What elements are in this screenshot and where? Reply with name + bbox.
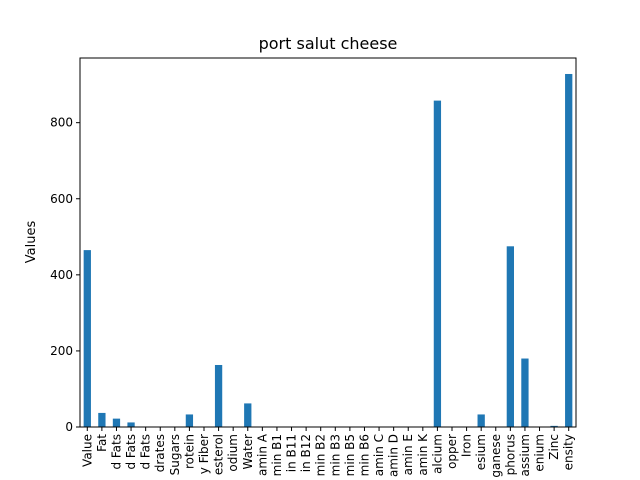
x-tick-label-23: amin K [416, 433, 430, 476]
x-tick-label-24: alcium [430, 434, 444, 474]
x-tick-label-2: d Fats [109, 434, 123, 470]
bar-24 [433, 100, 442, 428]
x-tick-label-28: ganese [489, 434, 503, 478]
bar-9 [214, 364, 223, 427]
x-tick-label-19: min B6 [357, 434, 371, 476]
y-tick-label-1: 200 [50, 344, 73, 358]
x-tick-label-30: assium [518, 434, 532, 477]
x-tick-label-13: min B1 [270, 434, 284, 476]
x-axis: Value Fat d Fats d Fats d Fats drates Sugars ro… [80, 427, 576, 478]
chart-title: port salut cheese [259, 34, 398, 53]
x-tick-label-10: odium [226, 434, 240, 472]
bar-11 [244, 403, 252, 427]
x-tick-label-9: esterol [212, 434, 226, 475]
bars-group [83, 73, 573, 428]
x-tick-label-6: Sugars [168, 434, 182, 475]
x-tick-label-27: esium [474, 434, 488, 470]
x-tick-label-33: ensity [562, 434, 576, 470]
x-tick-label-15: in B12 [299, 434, 313, 472]
plot-frame [79, 57, 577, 428]
bar-27 [477, 414, 485, 427]
bar-32 [550, 425, 558, 427]
bar-3 [127, 422, 135, 427]
x-tick-label-22: amin E [401, 434, 415, 475]
x-tick-label-11: Water [241, 434, 255, 470]
x-tick-label-26: Iron [460, 434, 474, 457]
bar-7 [185, 414, 194, 427]
x-tick-label-3: d Fats [124, 434, 138, 470]
x-tick-label-31: enium [533, 434, 547, 472]
bar-0 [83, 250, 91, 427]
y-tick-label-0: 0 [65, 420, 73, 434]
x-tick-label-21: amin D [387, 434, 401, 477]
x-tick-label-5: drates [153, 434, 167, 472]
y-tick-label-2: 400 [50, 268, 73, 282]
x-tick-label-7: rotein [182, 434, 196, 469]
bar-33 [565, 73, 573, 427]
y-axis-label: Values [24, 221, 39, 264]
x-tick-label-29: phorus [503, 434, 517, 475]
y-axis: 0 200 400 600 800 [50, 116, 80, 434]
bar-2 [112, 418, 121, 427]
x-tick-label-18: min B5 [343, 434, 357, 476]
x-tick-label-17: min B3 [328, 434, 342, 476]
x-tick-label-8: y Fiber [197, 434, 211, 474]
bar-30 [521, 358, 529, 427]
x-tick-label-12: amin A [255, 433, 269, 476]
x-tick-label-32: Zinc [547, 434, 561, 460]
y-tick-label-3: 600 [50, 192, 73, 206]
x-tick-label-14: in B11 [285, 434, 299, 472]
x-tick-label-20: amin C [372, 434, 386, 476]
x-tick-label-25: opper [445, 434, 459, 469]
x-tick-label-0: Value [80, 434, 94, 467]
x-tick-label-1: Fat [95, 434, 109, 452]
x-tick-label-4: d Fats [139, 434, 153, 470]
x-tick-label-16: min B2 [314, 434, 328, 476]
bar-29 [506, 246, 514, 427]
bar-1 [98, 412, 106, 427]
y-tick-label-4: 800 [50, 116, 73, 130]
